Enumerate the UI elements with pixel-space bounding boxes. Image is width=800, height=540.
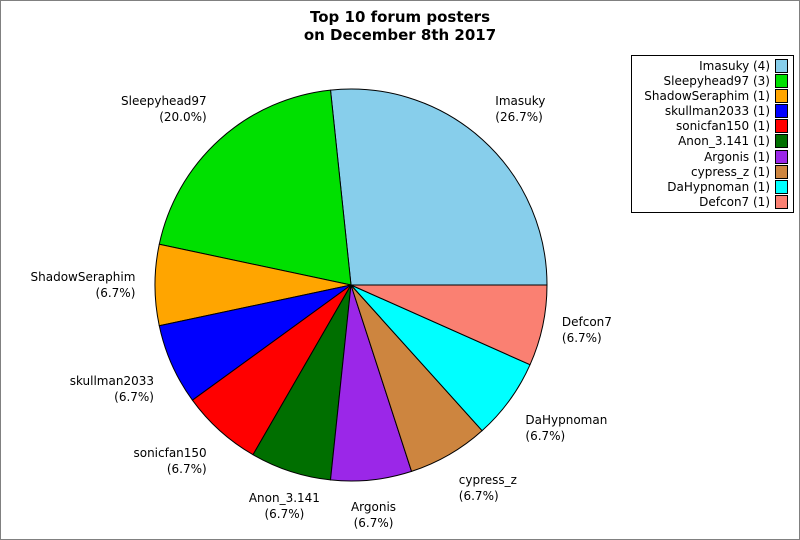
slice-label-percent: (6.7%) (561, 330, 602, 345)
legend-item-Anon_3.141: Anon_3.141 (1) (636, 134, 788, 149)
legend-color-swatch (775, 89, 788, 104)
legend-item-skullman2033: skullman2033 (1) (636, 104, 788, 119)
slice-label-name: Sleepyhead97 (121, 93, 207, 108)
legend-label: cypress_z (1) (691, 164, 770, 179)
slice-label-name: Anon_3.141 (248, 491, 320, 505)
legend-item-ShadowSeraphim: ShadowSeraphim (1) (636, 89, 788, 104)
slice-label-Anon_3.141: Anon_3.141 (6.7%) (249, 490, 320, 522)
slice-label-name: cypress_z (458, 472, 517, 487)
legend-label: Sleepyhead97 (3) (663, 74, 770, 89)
legend-label: ShadowSeraphim (1) (644, 89, 770, 104)
chart-title-line1: Top 10 forum posters (310, 8, 490, 26)
legend-label: Defcon7 (1) (699, 194, 770, 209)
slice-label-sonicfan150: sonicfan150 (6.7%) (133, 445, 206, 477)
legend-label: Anon_3.141 (1) (678, 134, 770, 149)
slice-label-name: skullman2033 (69, 373, 154, 388)
slice-label-percent: (6.7%) (166, 462, 207, 477)
legend-label: skullman2033 (1) (664, 104, 770, 119)
slice-label-percent: (6.7%) (353, 516, 394, 531)
slice-label-percent: (6.7%) (264, 507, 305, 521)
legend-label: sonicfan150 (1) (675, 119, 770, 134)
slice-label-skullman2033: skullman2033 (6.7%) (70, 373, 154, 405)
legend-box: Imasuky (4) Sleepyhead97 (3) ShadowSeraphi… (631, 55, 794, 213)
slice-label-ShadowSeraphim: ShadowSeraphim (6.7%) (31, 269, 136, 301)
legend-item-Sleepyhead97: Sleepyhead97 (3) (636, 74, 788, 89)
legend-color-swatch (775, 59, 788, 74)
legend-label: DaHypnoman (1) (667, 179, 770, 194)
slice-label-name: Imasuky (495, 93, 546, 108)
slice-label-Sleepyhead97: Sleepyhead97 (20.0%) (121, 93, 207, 125)
legend-item-DaHypnoman: DaHypnoman (1) (636, 179, 788, 194)
slice-label-name: Defcon7 (561, 314, 612, 329)
legend-item-cypress_z: cypress_z (1) (636, 164, 788, 179)
legend-color-swatch (775, 149, 788, 164)
legend-item-Argonis: Argonis (1) (636, 149, 788, 164)
slice-label-percent: (20.0%) (159, 109, 207, 124)
legend-color-swatch (775, 119, 788, 134)
legend-color-swatch (775, 134, 788, 149)
slice-label-Imasuky: Imasuky (26.7%) (495, 93, 545, 125)
slice-label-name: ShadowSeraphim (30, 270, 136, 284)
slice-label-name: DaHypnoman (525, 412, 608, 427)
legend-color-swatch (775, 179, 788, 194)
legend-color-swatch (775, 74, 788, 89)
pie-slice-Sleepyhead97 (158, 89, 352, 286)
chart-title: Top 10 forum posters on December 8th 201… (1, 8, 799, 44)
slice-label-percent: (6.7%) (95, 286, 136, 300)
slice-label-name: Argonis (350, 500, 397, 515)
slice-label-percent: (6.7%) (458, 488, 499, 503)
slice-label-name: sonicfan150 (133, 446, 207, 461)
legend-color-swatch (775, 194, 788, 209)
legend-item-Imasuky: Imasuky (4) (636, 59, 788, 74)
legend-label: Imasuky (4) (699, 59, 770, 74)
pie-slice-Defcon7 (350, 284, 548, 366)
legend-color-swatch (775, 164, 788, 179)
slice-label-percent: (6.7%) (114, 389, 154, 404)
legend-label: Argonis (1) (704, 149, 770, 164)
legend-item-sonicfan150: sonicfan150 (1) (636, 119, 788, 134)
chart-title-line2: on December 8th 2017 (303, 26, 497, 44)
slice-label-DaHypnoman: DaHypnoman (6.7%) (525, 412, 607, 444)
slice-label-cypress_z: cypress_z (6.7%) (459, 472, 517, 504)
pie-slice-Imasuky (330, 88, 548, 286)
legend-item-Defcon7: Defcon7 (1) (636, 194, 788, 209)
legend-color-swatch (775, 104, 788, 119)
slice-label-Defcon7: Defcon7 (6.7%) (562, 314, 612, 346)
slice-label-percent: (6.7%) (525, 428, 566, 443)
slice-label-Argonis: Argonis (6.7%) (351, 499, 396, 531)
slice-label-percent: (26.7%) (495, 109, 543, 124)
